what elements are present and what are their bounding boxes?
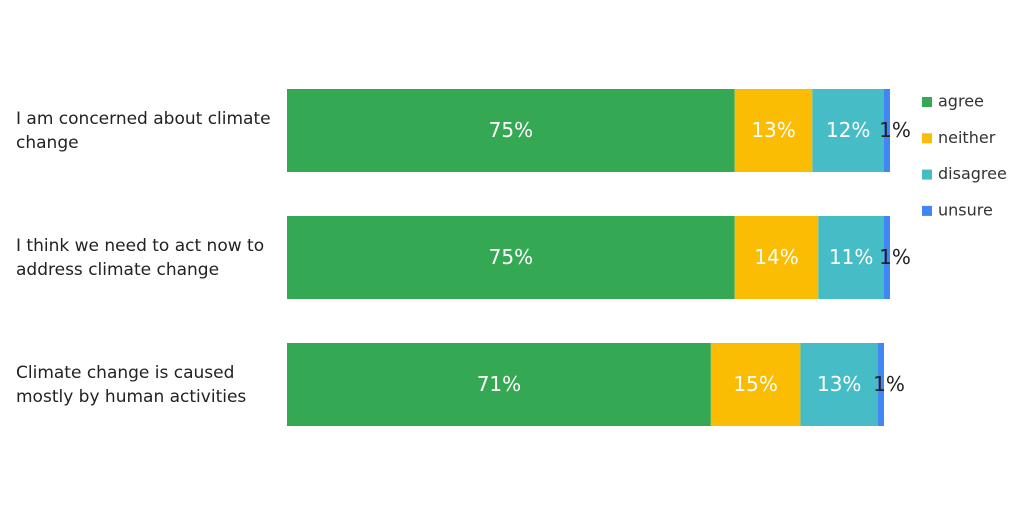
value-label: 13% <box>751 118 795 142</box>
legend-label: agree <box>938 92 984 111</box>
bar-segment <box>287 89 735 172</box>
value-label: 75% <box>489 245 533 269</box>
value-label: 11% <box>829 245 873 269</box>
legend-swatch <box>922 169 932 180</box>
bar-segment <box>818 216 884 299</box>
value-label: 13% <box>817 372 861 396</box>
legend-swatch <box>922 133 932 144</box>
bar-segment <box>800 343 879 426</box>
value-label: 15% <box>733 372 777 396</box>
value-label: 14% <box>754 245 798 269</box>
bar-segment <box>734 216 819 299</box>
category-label: I think we need to act now to address cl… <box>16 235 265 280</box>
legend-label: disagree <box>938 164 1007 183</box>
category-label: I am concerned about climate change <box>16 108 271 153</box>
legend-swatch <box>922 205 932 216</box>
bar-segment <box>287 216 735 299</box>
category-label: Climate change is caused mostly by human… <box>16 362 247 407</box>
value-label: 75% <box>489 118 533 142</box>
legend-label: unsure <box>938 200 993 219</box>
legend-swatch <box>922 97 932 107</box>
value-label: 71% <box>477 372 521 396</box>
bar-segment <box>734 89 813 172</box>
bar-segment <box>812 89 884 172</box>
value-label: 1% <box>873 372 905 396</box>
value-label: 1% <box>879 245 911 269</box>
value-label: 1% <box>879 118 911 142</box>
legend-label: neither <box>938 128 996 147</box>
bar-segment <box>884 216 890 299</box>
bar-segment <box>710 343 801 426</box>
bar-segment <box>884 89 890 172</box>
bar-segment <box>878 343 884 426</box>
value-label: 12% <box>826 118 870 142</box>
bar-segment <box>287 343 711 426</box>
